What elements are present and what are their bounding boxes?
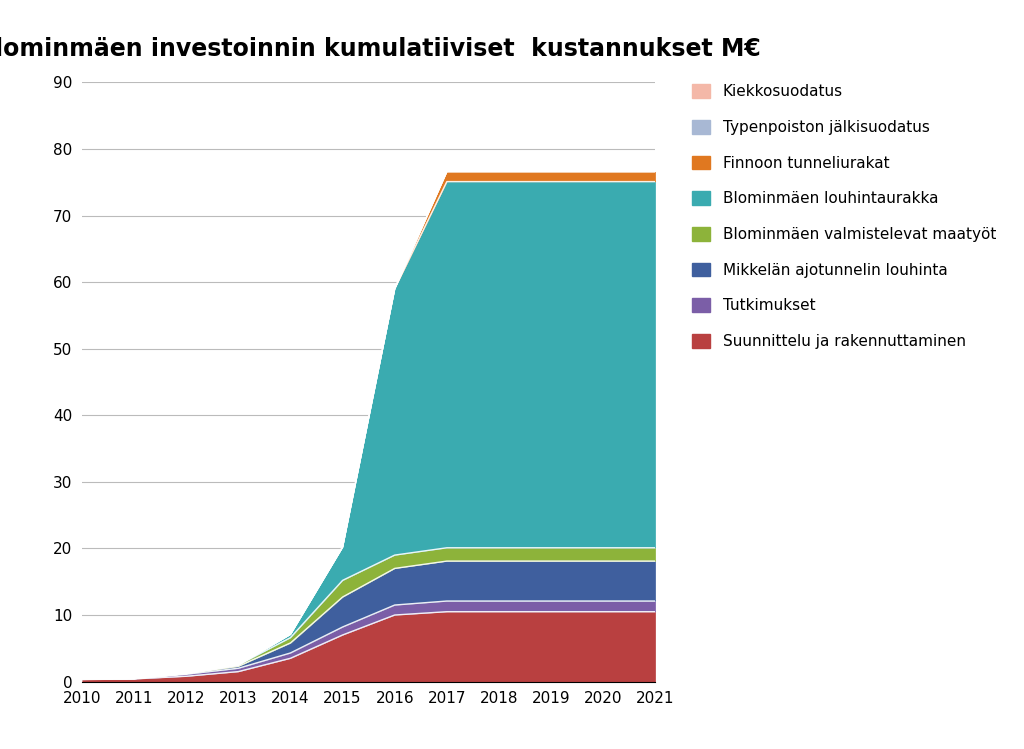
Legend: Kiekkosuodatus, Typenpoiston jälkisuodatus, Finnoon tunneliurakat, Blominmäen lo: Kiekkosuodatus, Typenpoiston jälkisuodat… [686,78,1002,355]
Text: Blominmäen investoinnin kumulatiiviset  kustannukset M€: Blominmäen investoinnin kumulatiiviset k… [0,37,761,61]
